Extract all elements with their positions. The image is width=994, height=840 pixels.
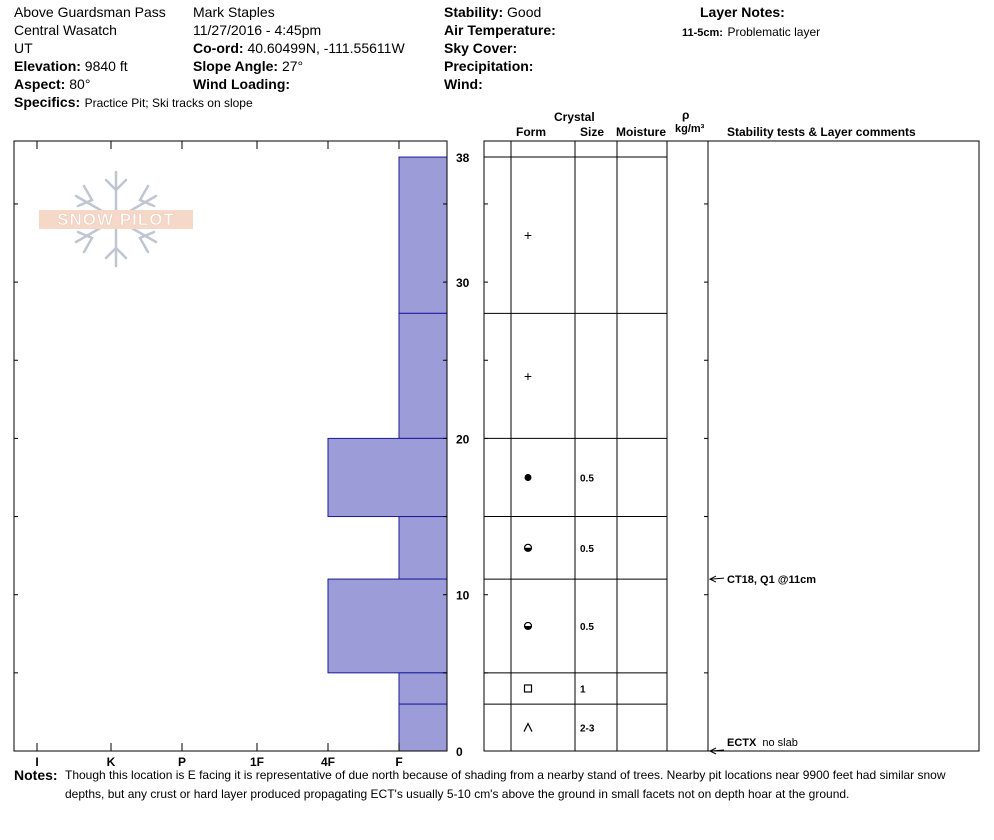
depth-label: 30 xyxy=(456,276,470,290)
coord-value: 40.60499N, -111.55611W xyxy=(247,40,405,56)
aspect-value: 80° xyxy=(69,76,91,92)
sky-cover-label: Sky Cover: xyxy=(444,40,518,56)
observation-datetime: 11/27/2016 - 4:45pm xyxy=(193,22,322,38)
state-name: UT xyxy=(14,40,33,56)
snow-profile: SNOW PILOT I K P 1F 4F F 0 10 20 30 38 + +0.5 0.5 0.5… xyxy=(13,140,980,769)
snowpilot-logo: SNOW PILOT xyxy=(39,170,193,268)
arrow-head-icon xyxy=(708,575,717,583)
new-snow-icon: + xyxy=(524,227,532,243)
depth-label: 10 xyxy=(456,589,470,603)
hardness-label: 4F xyxy=(321,755,335,769)
stability-test-label: CT18, Q1 @11cm xyxy=(727,574,816,586)
aspect-label: Aspect: xyxy=(14,76,66,92)
hardness-chart: I K P 1F 4F F 0 10 20 30 38 xyxy=(13,140,470,769)
hardness-label: K xyxy=(107,755,116,769)
size-header: Size xyxy=(580,125,605,139)
elevation: Elevation: 9840 ft xyxy=(14,58,128,74)
rounded-grain-icon xyxy=(524,473,532,481)
specifics-value: Practice Pit; Ski tracks on slope xyxy=(84,96,253,110)
new-snow-icon: + xyxy=(524,368,532,384)
location-name: Above Guardsman Pass xyxy=(14,4,166,20)
logo-text: SNOW PILOT xyxy=(57,210,175,229)
wind-loading: Wind Loading: xyxy=(193,76,290,92)
notes-line-2: depths, but any crust or hard layer prod… xyxy=(65,787,850,801)
hardness-label: 1F xyxy=(250,755,264,769)
range-name: Central Wasatch xyxy=(14,22,117,38)
crystal-table: + +0.5 0.5 0.5 1 2-3 CT18, Q1 @11cm ECTX no slab xyxy=(483,140,980,755)
wind-loading-label: Wind Loading: xyxy=(193,76,291,92)
slope-angle-label: Slope Angle: xyxy=(193,58,279,74)
depth-label: 20 xyxy=(456,432,470,446)
air-temperature-label: Air Temperature: xyxy=(444,22,556,38)
hardness-label: I xyxy=(35,755,38,769)
density-symbol: ρ xyxy=(682,108,690,122)
stability: Stability: Good xyxy=(444,4,541,20)
coordinates: Co-ord: 40.60499N, -111.55611W xyxy=(193,40,405,56)
hardness-label: F xyxy=(395,755,402,769)
hardness-bar xyxy=(398,156,448,314)
depth-label: 0 xyxy=(456,745,463,759)
crystal-size: 0.5 xyxy=(580,622,594,633)
observer-name: Mark Staples xyxy=(193,4,275,20)
hardness-label: P xyxy=(178,755,186,769)
slope-angle-value: 27° xyxy=(281,58,304,74)
stability-arrow xyxy=(710,749,725,752)
elevation-value: 9840 ft xyxy=(84,58,128,74)
depth-hoar-icon xyxy=(523,722,533,732)
hardness-bar xyxy=(327,437,448,518)
rounding-facet-fill xyxy=(524,547,532,552)
wind-label: Wind: xyxy=(444,76,483,92)
layer-note: 11-5cm: Problematic layer xyxy=(682,23,820,41)
coord-label: Co-ord: xyxy=(193,40,244,56)
table-frame xyxy=(483,140,980,752)
aspect: Aspect: 80° xyxy=(14,76,90,92)
hardness-bar xyxy=(398,516,448,580)
arrow-head-icon xyxy=(708,747,717,755)
stability-test-label: ECTX no slab xyxy=(727,737,798,749)
notes-label: Notes: xyxy=(14,767,58,783)
hardness-bar xyxy=(398,312,448,439)
crystal-size: 2-3 xyxy=(580,724,595,735)
hardness-bar xyxy=(327,578,448,674)
stability-value: Good xyxy=(507,4,542,20)
hardness-bar xyxy=(398,672,448,705)
notes: Notes: xyxy=(14,767,58,785)
specifics: Specifics: Practice Pit; Ski tracks on s… xyxy=(14,94,253,112)
stability-header: Stability tests & Layer comments xyxy=(727,125,916,139)
specifics-label: Specifics: xyxy=(14,94,81,110)
hardness-frame xyxy=(13,140,448,752)
layer-note-text: Problematic layer xyxy=(727,25,821,39)
moisture-header: Moisture xyxy=(616,125,667,139)
stability-arrow xyxy=(710,577,725,580)
density-unit: kg/m³ xyxy=(675,123,705,135)
crystal-header: Crystal xyxy=(554,110,595,124)
facet-icon xyxy=(523,684,533,693)
depth-label: 38 xyxy=(456,151,470,165)
notes-line-1: Though this location is E facing it is r… xyxy=(65,768,946,782)
layer-note-range: 11-5cm: xyxy=(682,27,723,39)
precipitation-label: Precipitation: xyxy=(444,58,534,74)
slope-angle: Slope Angle: 27° xyxy=(193,58,303,74)
hardness-bar xyxy=(398,703,448,752)
stability-label: Stability: xyxy=(444,4,504,20)
crystal-size: 0.5 xyxy=(580,544,594,555)
crystal-size: 0.5 xyxy=(580,473,594,484)
rounding-facet-fill xyxy=(524,625,532,630)
layer-notes-title: Layer Notes: xyxy=(700,4,785,20)
elevation-label: Elevation: xyxy=(14,58,81,74)
form-header: Form xyxy=(516,125,546,139)
crystal-size: 1 xyxy=(580,684,586,695)
